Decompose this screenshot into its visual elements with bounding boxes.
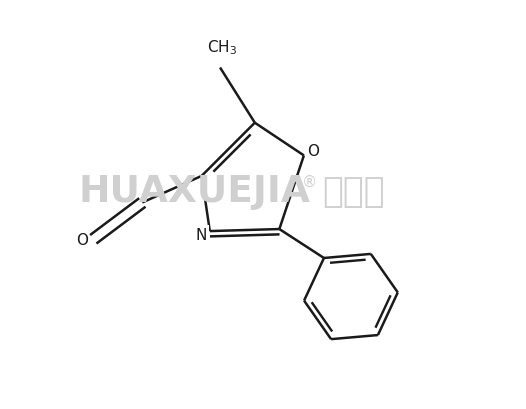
Text: N: N (195, 228, 207, 243)
Text: ®: ® (302, 175, 317, 189)
Text: O: O (307, 144, 319, 159)
Text: 化学加: 化学加 (322, 175, 385, 209)
Text: CH$_3$: CH$_3$ (207, 38, 237, 57)
Text: O: O (76, 233, 88, 247)
Text: HUAXUEJIA: HUAXUEJIA (79, 174, 311, 210)
